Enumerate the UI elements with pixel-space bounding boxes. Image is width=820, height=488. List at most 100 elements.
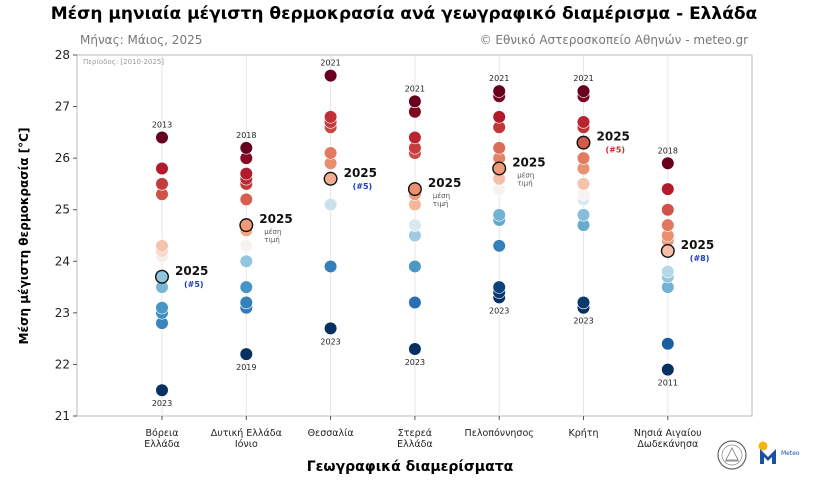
data-point xyxy=(576,115,591,129)
min-year-label: 2023 xyxy=(489,306,509,315)
data-point xyxy=(492,141,506,155)
annotation-2025: (#8) xyxy=(690,254,710,263)
data-point xyxy=(324,259,338,274)
label-2025: 2025 xyxy=(344,166,377,180)
meteo-logo: Meteo xyxy=(758,441,800,464)
data-point xyxy=(576,208,591,222)
data-point xyxy=(576,177,591,191)
x-tick-label: Ελλάδα xyxy=(144,439,180,450)
x-tick-label: Θεσσαλία xyxy=(308,428,354,439)
data-point xyxy=(492,110,506,124)
label-2025: 2025 xyxy=(512,155,545,169)
data-point xyxy=(155,301,169,315)
data-point xyxy=(239,254,253,268)
annotation-2025: (#5) xyxy=(353,182,373,191)
data-point xyxy=(408,94,422,109)
observatory-seal-logo xyxy=(717,440,747,470)
label-2025: 2025 xyxy=(681,238,714,252)
data-point xyxy=(324,69,338,83)
data-point xyxy=(661,182,675,196)
y-tick-label: 26 xyxy=(55,151,70,165)
data-point xyxy=(324,321,338,335)
data-point xyxy=(661,337,675,351)
annotation-2025: τιμή xyxy=(264,236,279,244)
data-point xyxy=(661,203,675,217)
min-year-label: 2019 xyxy=(236,363,256,372)
data-point xyxy=(492,280,506,294)
data-point xyxy=(408,342,422,356)
plot-area: 21222324252627282025(#5)20132023ΒόρειαΕλ… xyxy=(55,48,753,450)
data-point xyxy=(661,218,675,232)
data-point xyxy=(408,218,422,232)
annotation-2025: τιμή xyxy=(517,179,532,187)
annotation-2025: μέση xyxy=(433,192,450,200)
y-tick-label: 24 xyxy=(55,254,70,268)
x-tick-label: Ιόνιο xyxy=(235,439,258,450)
data-point xyxy=(661,362,675,377)
point-2025 xyxy=(154,269,169,284)
data-point xyxy=(408,295,422,310)
y-axis-label: Μέση μέγιστη θερμοκρασία [°C] xyxy=(17,128,31,345)
data-point xyxy=(408,259,422,274)
min-year-label: 2023 xyxy=(320,337,340,346)
point-2025 xyxy=(660,243,675,258)
point-2025 xyxy=(239,218,254,233)
y-tick-label: 25 xyxy=(55,203,70,217)
min-year-label: 2011 xyxy=(658,379,678,388)
chart-subtitle: Μήνας: Μάιος, 2025 xyxy=(80,33,202,47)
y-tick-label: 21 xyxy=(55,409,70,423)
x-tick-label: Δυτική Ελλάδα xyxy=(211,428,282,439)
data-point xyxy=(492,239,506,253)
max-year-label: 2013 xyxy=(152,121,172,130)
data-point xyxy=(155,239,169,253)
data-point xyxy=(576,84,591,98)
data-point xyxy=(155,161,169,176)
max-year-label: 2018 xyxy=(236,131,256,140)
x-tick-label: Δωδεκάνησα xyxy=(637,439,698,450)
y-tick-label: 28 xyxy=(55,48,70,62)
max-year-label: 2021 xyxy=(320,59,340,68)
data-point xyxy=(324,146,338,160)
data-point xyxy=(576,295,591,310)
annotation-2025: μέση xyxy=(517,171,534,179)
min-year-label: 2023 xyxy=(573,317,593,326)
data-point xyxy=(155,177,169,191)
x-tick-label: Ελλάδα xyxy=(397,439,433,450)
data-point xyxy=(492,208,506,222)
min-year-label: 2023 xyxy=(405,358,425,367)
chart-title: Μέση μηνιαία μέγιστη θερμοκρασία ανά γεω… xyxy=(51,4,757,24)
x-axis-label: Γεωγραφικά διαμερίσματα xyxy=(307,459,514,475)
point-2025 xyxy=(407,182,422,197)
point-2025 xyxy=(576,135,591,150)
data-point xyxy=(661,156,675,170)
data-point xyxy=(492,84,506,98)
data-point xyxy=(324,197,338,212)
y-tick-label: 27 xyxy=(55,100,70,114)
x-tick-label: Πελοπόννησος xyxy=(465,428,534,439)
data-point xyxy=(239,347,253,361)
data-point xyxy=(239,167,253,181)
meteo-logo-text: Meteo xyxy=(781,450,800,457)
chart-credit: © Εθνικό Αστεροσκοπείο Αθηνών - meteo.gr xyxy=(480,33,748,47)
point-2025 xyxy=(492,161,507,176)
data-point xyxy=(155,130,169,145)
data-point xyxy=(324,110,338,124)
data-point xyxy=(239,295,253,310)
y-tick-label: 23 xyxy=(55,306,70,320)
annotation-2025: (#5) xyxy=(606,146,626,155)
point-2025 xyxy=(323,171,338,186)
label-2025: 2025 xyxy=(428,176,461,190)
data-point xyxy=(239,141,253,155)
data-point xyxy=(661,265,675,279)
x-tick-label: Στερεά xyxy=(398,428,432,439)
label-2025: 2025 xyxy=(259,212,292,226)
data-point xyxy=(239,280,253,294)
data-point xyxy=(239,192,253,206)
max-year-label: 2021 xyxy=(573,74,593,83)
max-year-label: 2018 xyxy=(658,146,678,155)
label-2025: 2025 xyxy=(597,130,630,144)
data-point xyxy=(576,151,591,165)
annotation-2025: (#5) xyxy=(184,280,204,289)
